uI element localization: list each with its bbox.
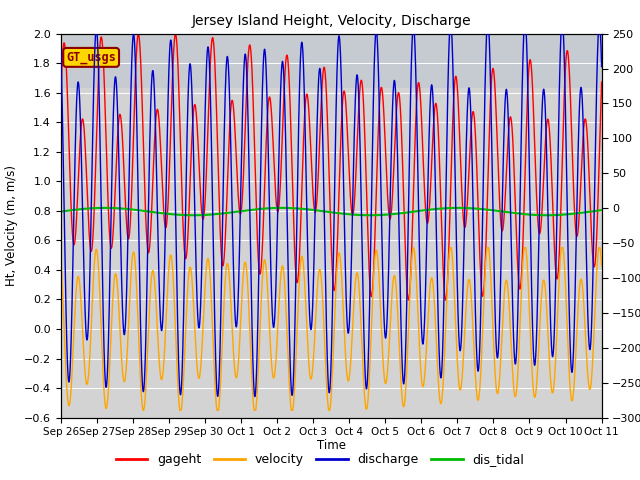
Text: GT_usgs: GT_usgs	[66, 51, 116, 64]
X-axis label: Time: Time	[317, 439, 346, 452]
Bar	[61, 34, 602, 88]
Legend: gageht, velocity, discharge, dis_tidal: gageht, velocity, discharge, dis_tidal	[111, 448, 529, 471]
Title: Jersey Island Height, Velocity, Discharge: Jersey Island Height, Velocity, Discharg…	[191, 14, 471, 28]
Y-axis label: Ht, Velocity (m, m/s): Ht, Velocity (m, m/s)	[5, 165, 19, 286]
